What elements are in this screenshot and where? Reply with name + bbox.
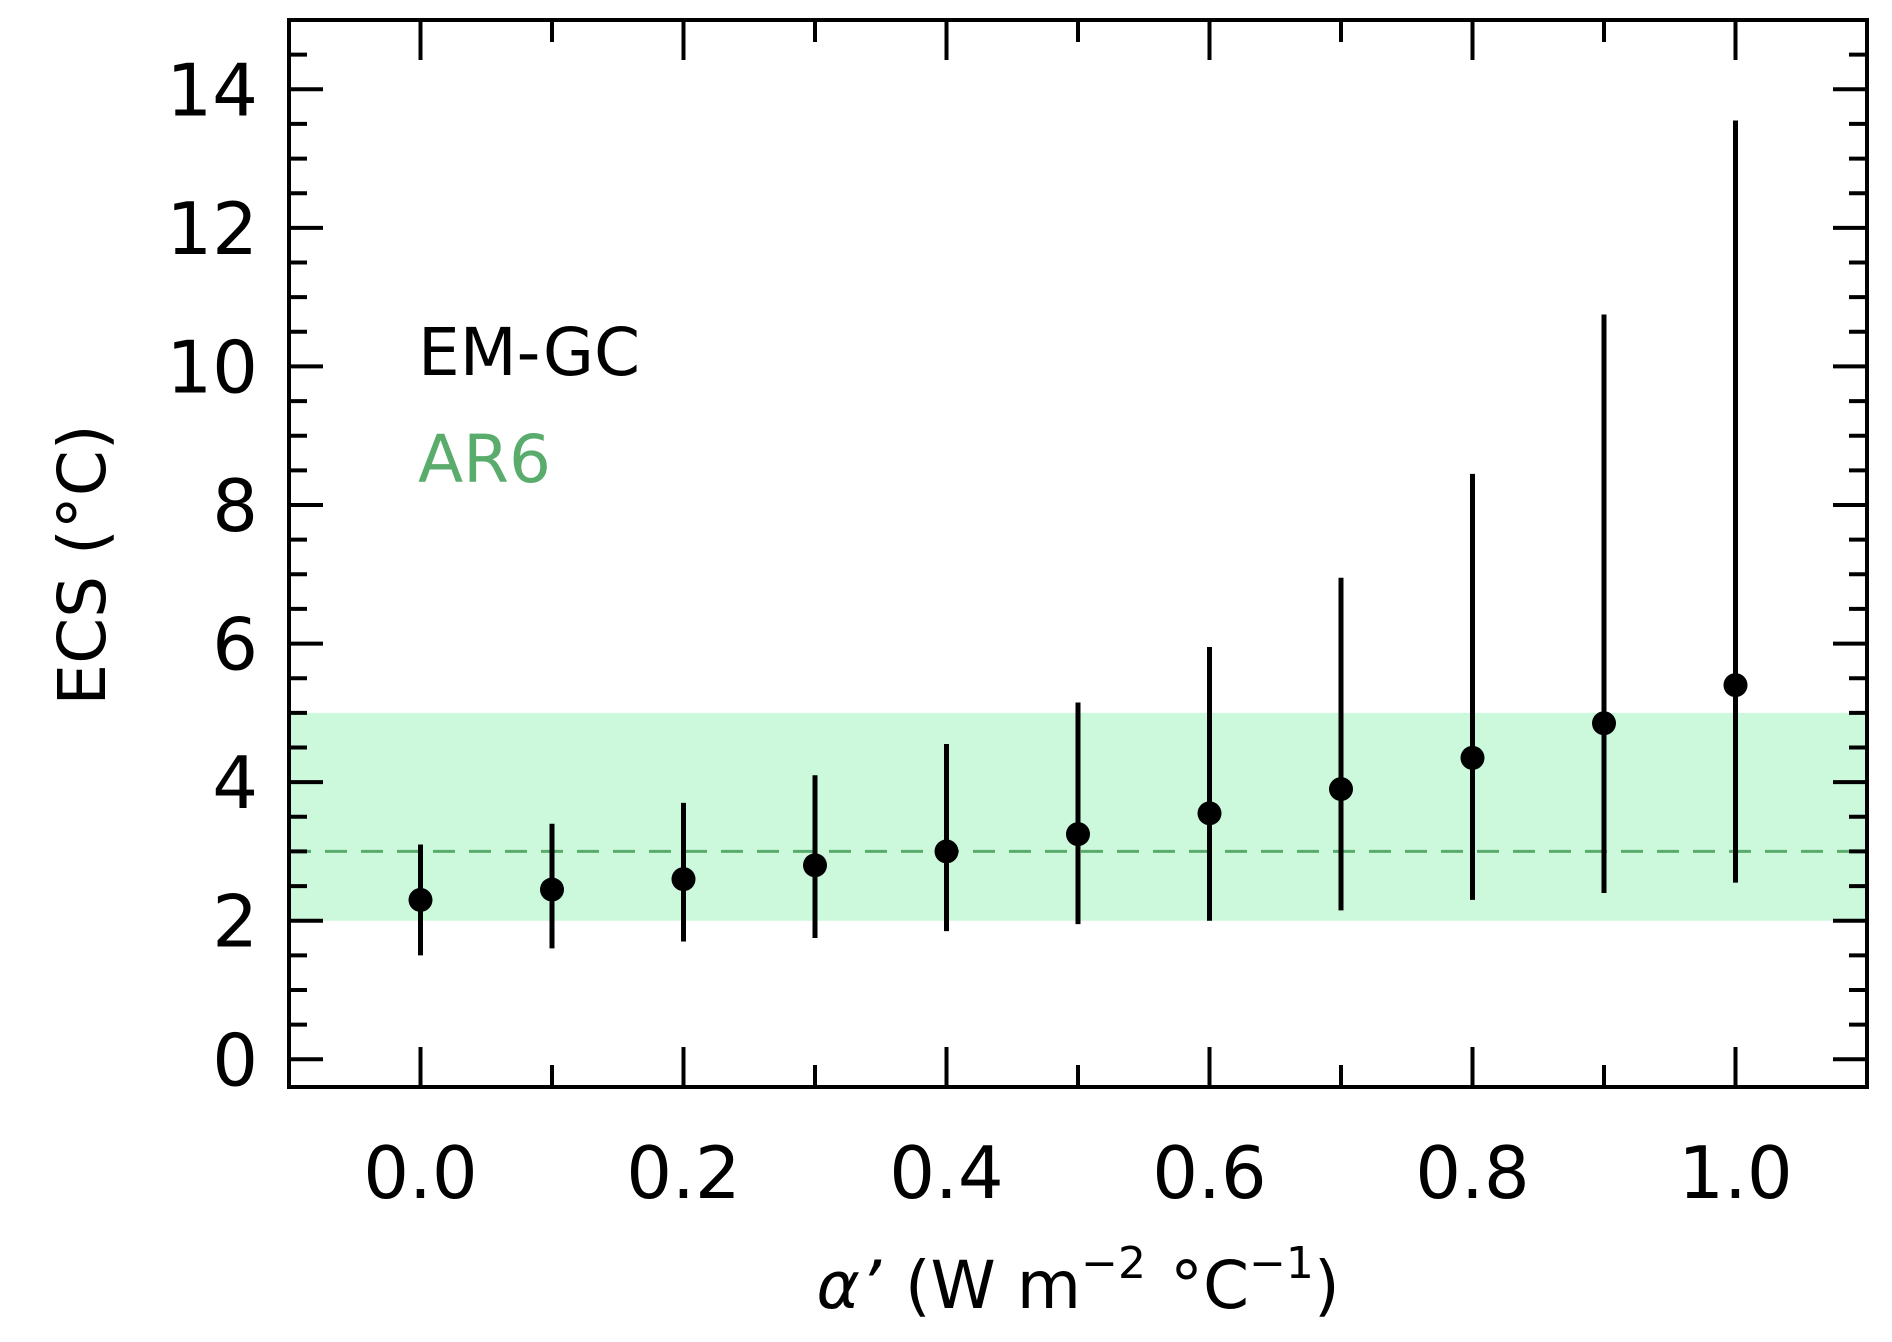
data-point xyxy=(1329,777,1353,802)
y-tick-label: 14 xyxy=(166,48,258,132)
data-point xyxy=(934,839,959,864)
data-point xyxy=(1197,801,1222,826)
data-point xyxy=(1066,822,1090,847)
data-point xyxy=(540,877,564,902)
x-axis-unit-mid: °C xyxy=(1170,1247,1249,1324)
data-point xyxy=(1460,745,1485,770)
x-axis-exp2: −1 xyxy=(1249,1238,1314,1289)
data-point xyxy=(803,853,827,878)
data-point xyxy=(1723,673,1748,698)
data-point xyxy=(408,887,433,912)
tick-labels: 0 2 4 6 8 10 12 14 0.0 0.2 0.4 0.6 0.8 1.0 xyxy=(166,48,1792,1215)
x-axis-title: α’ (W m−2 °C−1) xyxy=(816,1238,1339,1324)
x-tick-label: 0.2 xyxy=(626,1131,741,1215)
plot-frame xyxy=(287,18,1869,1089)
y-axis-title: ECS (°C) xyxy=(44,424,121,705)
data-point xyxy=(671,867,696,892)
y-tick-label: 12 xyxy=(166,187,258,271)
y-tick-label: 2 xyxy=(212,880,258,964)
x-axis-unit-open: (W m xyxy=(905,1247,1081,1324)
x-tick-label: 1.0 xyxy=(1678,1131,1793,1215)
x-tick-label: 0.4 xyxy=(889,1131,1004,1215)
y-tick-label: 8 xyxy=(212,464,258,548)
x-tick-label: 0.0 xyxy=(363,1131,478,1215)
axis-ticks xyxy=(289,18,1867,1087)
y-tick-label: 6 xyxy=(212,603,258,687)
x-tick-label: 0.8 xyxy=(1415,1131,1530,1215)
x-tick-label: 0.6 xyxy=(1152,1131,1267,1215)
x-axis-unit-close: ) xyxy=(1314,1247,1340,1324)
data-point xyxy=(1592,711,1616,736)
x-axis-exp1: −2 xyxy=(1081,1238,1146,1289)
y-tick-label: 10 xyxy=(166,325,258,409)
data-layer xyxy=(408,120,1748,956)
y-tick-label: 4 xyxy=(212,741,258,825)
legend-ar6: AR6 xyxy=(418,421,551,498)
legend-emgc: EM-GC xyxy=(418,314,640,391)
y-tick-label: 0 xyxy=(212,1018,258,1102)
x-axis-symbol: α’ xyxy=(816,1247,882,1324)
